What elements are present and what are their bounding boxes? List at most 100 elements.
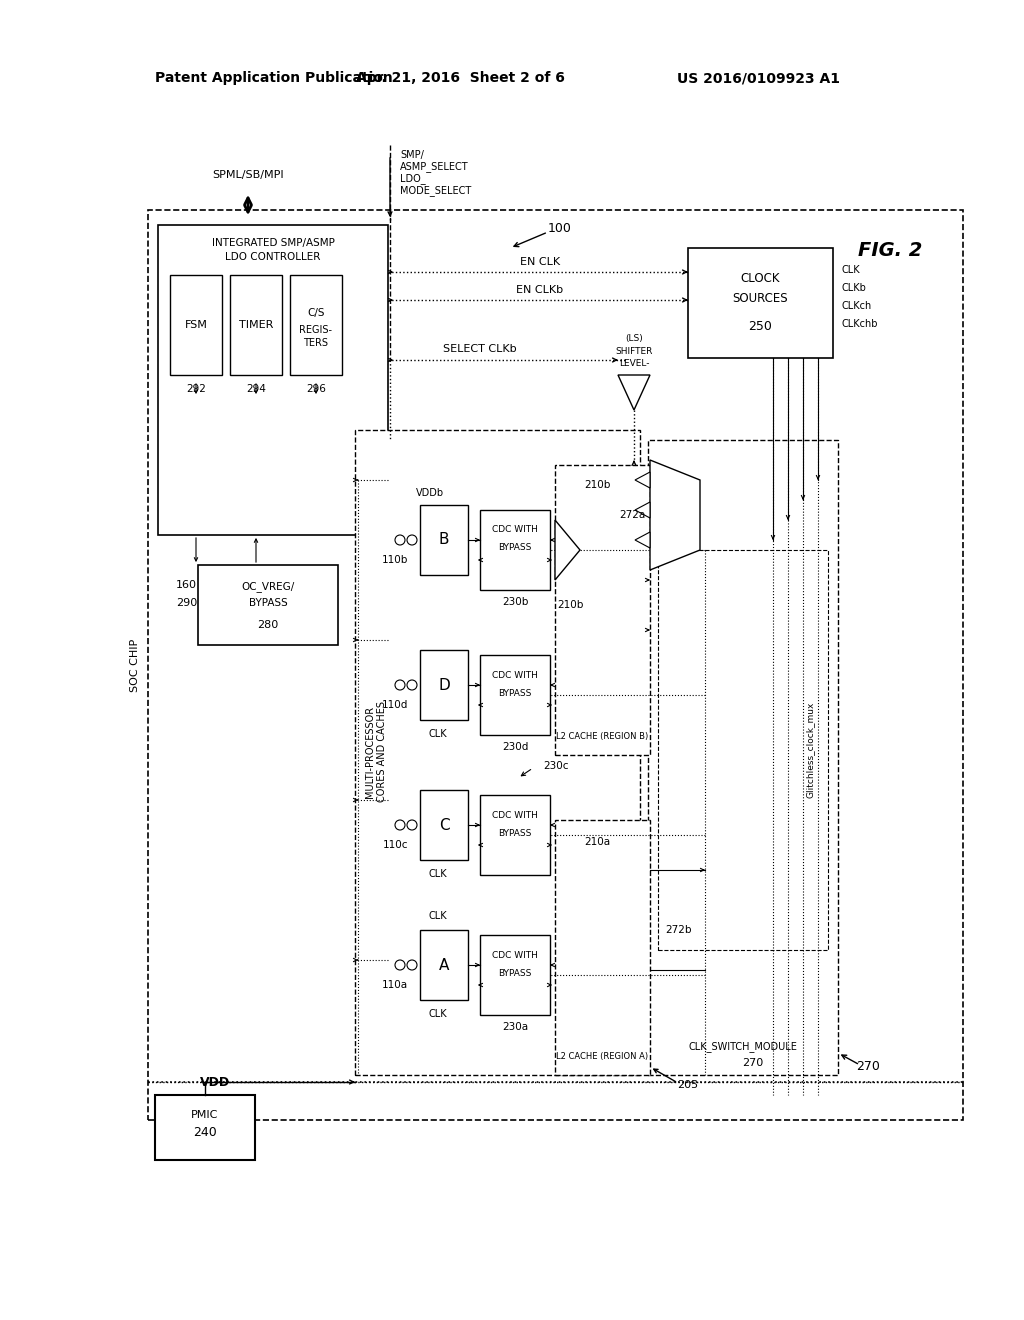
Text: INTEGRATED SMP/ASMP: INTEGRATED SMP/ASMP xyxy=(212,238,335,248)
Text: 270: 270 xyxy=(856,1060,880,1073)
Text: SOURCES: SOURCES xyxy=(732,292,787,305)
Bar xyxy=(480,795,550,875)
Text: US 2016/0109923 A1: US 2016/0109923 A1 xyxy=(677,71,840,84)
Text: (LS): (LS) xyxy=(625,334,643,343)
Text: B: B xyxy=(438,532,450,548)
Text: 160: 160 xyxy=(176,579,197,590)
Text: BYPASS: BYPASS xyxy=(499,829,531,837)
Text: CDC WITH: CDC WITH xyxy=(493,525,538,535)
Bar xyxy=(148,210,963,1119)
Text: CLKch: CLKch xyxy=(841,301,871,312)
Text: 210a: 210a xyxy=(584,837,610,847)
Text: CLK: CLK xyxy=(841,265,859,275)
Text: 110d: 110d xyxy=(382,700,408,710)
Text: TERS: TERS xyxy=(303,338,329,348)
Text: LEVEL-: LEVEL- xyxy=(618,359,649,367)
Bar xyxy=(230,275,282,375)
Text: CDC WITH: CDC WITH xyxy=(493,950,538,960)
Polygon shape xyxy=(635,532,650,548)
Text: REGIS-: REGIS- xyxy=(299,325,333,335)
Text: 110a: 110a xyxy=(382,979,408,990)
Text: 270: 270 xyxy=(742,1059,764,1068)
Text: 292: 292 xyxy=(186,384,206,393)
Text: 110b: 110b xyxy=(382,554,408,565)
Polygon shape xyxy=(650,459,700,570)
Text: ASMP_SELECT: ASMP_SELECT xyxy=(400,161,469,173)
Text: EN CLKb: EN CLKb xyxy=(516,285,563,294)
Bar xyxy=(688,248,833,358)
Text: CDC WITH: CDC WITH xyxy=(493,810,538,820)
Text: A: A xyxy=(439,957,450,973)
Text: SMP/: SMP/ xyxy=(400,150,424,160)
Text: CLK: CLK xyxy=(429,869,447,879)
Text: 230d: 230d xyxy=(502,742,528,752)
Text: CLOCK: CLOCK xyxy=(740,272,779,285)
Bar xyxy=(158,224,388,535)
Bar xyxy=(658,550,828,950)
Text: MULTI-PROCESSOR: MULTI-PROCESSOR xyxy=(365,706,375,799)
Text: VDDb: VDDb xyxy=(416,488,444,498)
Circle shape xyxy=(395,535,406,545)
Text: BYPASS: BYPASS xyxy=(499,969,531,978)
Bar xyxy=(480,510,550,590)
Text: L2 CACHE (REGION A): L2 CACHE (REGION A) xyxy=(556,1052,648,1061)
Text: 230c: 230c xyxy=(543,762,568,771)
Text: LDO_: LDO_ xyxy=(400,173,426,185)
Text: 290: 290 xyxy=(176,598,198,609)
Text: Glitchless_clock_mux: Glitchless_clock_mux xyxy=(806,702,814,799)
Circle shape xyxy=(395,680,406,690)
Text: D: D xyxy=(438,677,450,693)
Bar xyxy=(290,275,342,375)
Text: 230b: 230b xyxy=(502,597,528,607)
Bar xyxy=(480,935,550,1015)
Text: CLK: CLK xyxy=(429,911,447,921)
Text: SELECT CLKb: SELECT CLKb xyxy=(443,345,517,354)
Bar xyxy=(480,655,550,735)
Text: C/S: C/S xyxy=(307,308,325,318)
Text: BYPASS: BYPASS xyxy=(249,598,288,609)
Polygon shape xyxy=(618,375,650,411)
Bar xyxy=(148,210,963,1119)
Text: EN CLK: EN CLK xyxy=(520,257,560,267)
Text: BYPASS: BYPASS xyxy=(499,544,531,553)
Circle shape xyxy=(407,820,417,830)
Text: 294: 294 xyxy=(246,384,266,393)
Bar xyxy=(648,440,838,1074)
Circle shape xyxy=(407,680,417,690)
Text: CLKb: CLKb xyxy=(841,282,866,293)
Bar xyxy=(355,430,640,1074)
Text: C: C xyxy=(438,817,450,833)
Bar xyxy=(420,789,468,861)
Text: VDD: VDD xyxy=(200,1076,230,1089)
Bar xyxy=(555,820,650,1074)
Circle shape xyxy=(407,535,417,545)
Text: 272a: 272a xyxy=(618,510,645,520)
Text: 230a: 230a xyxy=(502,1022,528,1032)
Text: CLK: CLK xyxy=(429,1008,447,1019)
Text: 240: 240 xyxy=(194,1126,217,1139)
Text: LDO CONTROLLER: LDO CONTROLLER xyxy=(225,252,321,261)
Text: 110c: 110c xyxy=(383,840,408,850)
Bar xyxy=(420,931,468,1001)
Text: BYPASS: BYPASS xyxy=(499,689,531,697)
Polygon shape xyxy=(635,473,650,488)
Circle shape xyxy=(407,960,417,970)
Text: Apr. 21, 2016  Sheet 2 of 6: Apr. 21, 2016 Sheet 2 of 6 xyxy=(355,71,564,84)
Text: OC_VREG/: OC_VREG/ xyxy=(242,582,295,593)
Bar xyxy=(170,275,222,375)
Text: 210b: 210b xyxy=(584,480,610,490)
Text: CORES AND CACHES: CORES AND CACHES xyxy=(377,701,387,803)
Bar xyxy=(420,506,468,576)
Text: Patent Application Publication: Patent Application Publication xyxy=(155,71,393,84)
Text: FIG. 2: FIG. 2 xyxy=(858,240,923,260)
Bar xyxy=(155,1096,255,1160)
Text: 250: 250 xyxy=(749,319,772,333)
Text: 205: 205 xyxy=(678,1080,698,1090)
Polygon shape xyxy=(555,520,580,579)
Text: TIMER: TIMER xyxy=(239,319,273,330)
Text: 210b: 210b xyxy=(557,601,584,610)
Text: SOC CHIP: SOC CHIP xyxy=(130,639,140,692)
Bar xyxy=(555,465,650,755)
Text: CDC WITH: CDC WITH xyxy=(493,671,538,680)
Text: 296: 296 xyxy=(306,384,326,393)
